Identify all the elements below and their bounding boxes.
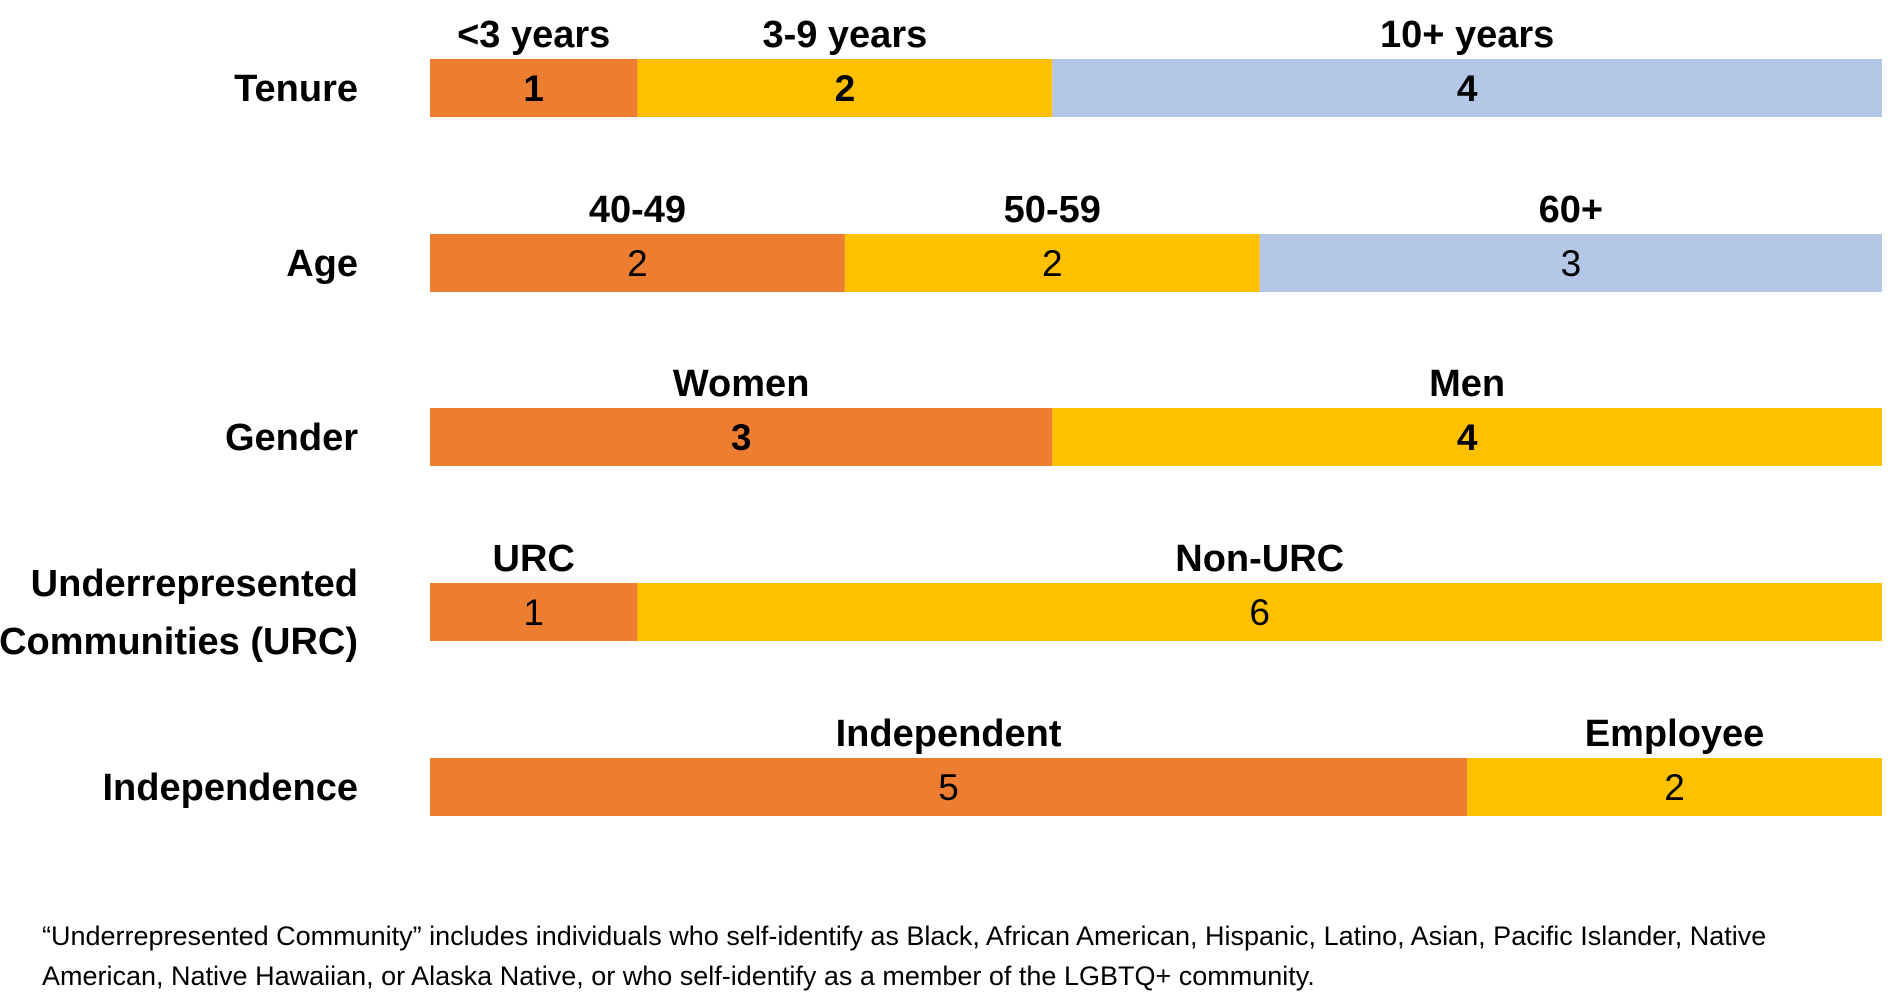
segment-value-label: 5 <box>938 767 959 808</box>
bar-segment <box>844 234 1260 292</box>
bar-row-1: Age 40-49 2 50-59 2 60+ 3 <box>286 189 1882 292</box>
segment-category-label: Men <box>1429 363 1505 405</box>
segment-category-label: 10+ years <box>1380 14 1554 56</box>
bar-segment <box>1052 59 1882 117</box>
segment-value-label: 4 <box>1457 417 1478 458</box>
segment-category-label: 3-9 years <box>762 14 927 56</box>
bar-row-2: Gender Women 3 Men 4 <box>225 363 1882 466</box>
segment-category-label: 60+ <box>1539 189 1603 231</box>
row-label: Independence <box>103 767 359 809</box>
segment-value-label: 1 <box>523 68 544 109</box>
segment-value-label: 3 <box>1561 243 1582 284</box>
segment-value-label: 2 <box>1664 767 1685 808</box>
segment-category-label: Independent <box>836 713 1062 755</box>
segment-value-label: 4 <box>1457 68 1478 109</box>
segment-value-label: 1 <box>523 592 544 633</box>
row-label: Age <box>286 243 358 285</box>
bar-segment <box>637 583 1882 641</box>
segment-category-label: Non-URC <box>1175 538 1344 580</box>
bar-segment <box>1259 234 1882 292</box>
bar-row-3: Underrepresented Communities (URC) URC 1 Non… <box>0 538 1882 663</box>
segment-value-label: 3 <box>731 417 752 458</box>
bar-row-4: Independence Independent 5 Employee 2 <box>103 713 1882 816</box>
bar-segment <box>430 59 638 117</box>
segment-value-label: 2 <box>627 243 648 284</box>
segment-category-label: URC <box>493 538 575 580</box>
segment-category-label: 50-59 <box>1004 189 1101 231</box>
bar-segment <box>430 758 1468 816</box>
footnote: “Underrepresented Community” includes in… <box>42 921 1767 991</box>
segment-category-label: Women <box>673 363 810 405</box>
bar-segment <box>430 408 1053 466</box>
segment-category-label: Employee <box>1585 713 1765 755</box>
bar-segment <box>430 234 845 292</box>
segment-category-label: 40-49 <box>589 189 686 231</box>
bar-segment <box>1052 408 1882 466</box>
segment-category-label: <3 years <box>457 14 610 56</box>
segment-value-label: 2 <box>1042 243 1063 284</box>
bar-row-0: Tenure <3 years 1 3-9 years 2 10+ years 4 <box>234 14 1882 117</box>
bar-segment <box>637 59 1053 117</box>
segment-value-label: 2 <box>835 68 856 109</box>
bar-segment <box>1467 758 1882 816</box>
row-label: Underrepresented <box>31 563 358 605</box>
bar-segment <box>430 583 638 641</box>
row-label: Tenure <box>234 68 358 110</box>
row-label: Gender <box>225 417 358 459</box>
segment-value-label: 6 <box>1249 592 1270 633</box>
row-label: Communities (URC) <box>0 621 358 663</box>
